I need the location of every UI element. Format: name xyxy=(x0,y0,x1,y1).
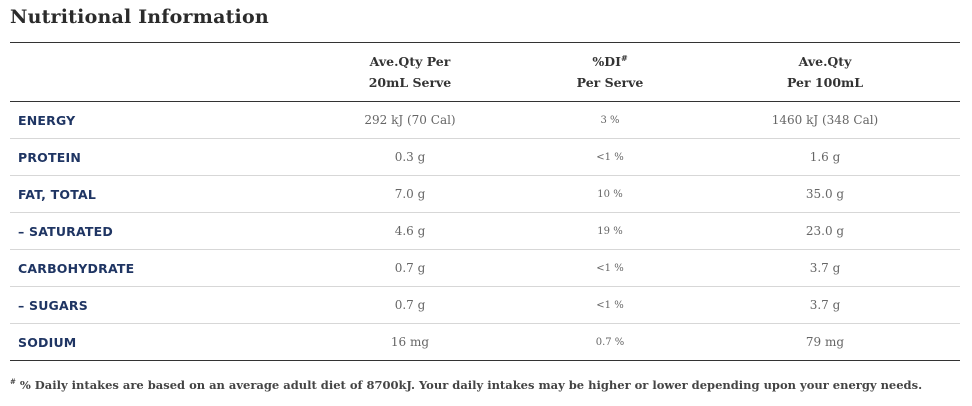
footnote-marker: # xyxy=(620,52,628,63)
table-row: PROTEIN 0.3 g <1 % 1.6 g xyxy=(10,139,960,176)
footnote: # % Daily intakes are based on an averag… xyxy=(10,377,922,392)
cell-per-serve: 0.3 g xyxy=(394,150,426,164)
page-title: Nutritional Information xyxy=(10,6,269,28)
nutrition-table: Ave.Qty Per 20mL Serve %DI# Per Serve Av… xyxy=(10,42,960,361)
cell-per-serve: 16 mg xyxy=(390,335,430,349)
header-per-serve-line1: Ave.Qty Per xyxy=(369,54,451,69)
cell-per-serve: 292 kJ (70 Cal) xyxy=(364,113,456,127)
footnote-marker: # xyxy=(10,377,16,386)
row-label: ENERGY xyxy=(18,112,76,128)
header-per-serve: Ave.Qty Per 20mL Serve xyxy=(290,51,530,93)
cell-per-serve: 7.0 g xyxy=(394,187,426,201)
cell-daily-intake: 0.7 % xyxy=(595,336,625,348)
row-label: FAT, TOTAL xyxy=(18,186,97,202)
cell-per-100ml: 23.0 g xyxy=(805,224,845,238)
cell-per-100ml: 35.0 g xyxy=(805,187,845,201)
cell-daily-intake: 10 % xyxy=(597,188,623,200)
cell-per-100ml: 3.7 g xyxy=(809,261,841,275)
footnote-text: % Daily intakes are based on an average … xyxy=(15,377,923,392)
header-per-100ml-line2: Per 100mL xyxy=(786,75,864,90)
row-label: PROTEIN xyxy=(18,149,81,165)
table-row: SODIUM 16 mg 0.7 % 79 mg xyxy=(10,324,960,360)
row-label: – SATURATED xyxy=(18,223,113,239)
cell-daily-intake: <1 % xyxy=(596,262,624,274)
table-row: CARBOHYDRATE 0.7 g <1 % 3.7 g xyxy=(10,250,960,287)
table-header-row: Ave.Qty Per 20mL Serve %DI# Per Serve Av… xyxy=(10,43,960,102)
cell-daily-intake: <1 % xyxy=(596,151,624,163)
header-per-serve-line2: 20mL Serve xyxy=(368,75,452,90)
cell-per-100ml: 1.6 g xyxy=(809,150,841,164)
cell-daily-intake: 19 % xyxy=(597,225,623,237)
header-per-100ml: Ave.Qty Per 100mL xyxy=(690,51,960,93)
table-row: – SUGARS 0.7 g <1 % 3.7 g xyxy=(10,287,960,324)
header-daily-intake-line1: %DI# xyxy=(592,52,628,69)
table-row: ENERGY 292 kJ (70 Cal) 3 % 1460 kJ (348 … xyxy=(10,102,960,139)
header-per-100ml-line1: Ave.Qty xyxy=(798,54,852,69)
cell-per-serve: 0.7 g xyxy=(394,261,426,275)
table-row: – SATURATED 4.6 g 19 % 23.0 g xyxy=(10,213,960,250)
header-daily-intake-line2: Per Serve xyxy=(576,75,644,90)
cell-per-serve: 0.7 g xyxy=(394,298,426,312)
cell-daily-intake: <1 % xyxy=(596,299,624,311)
cell-per-100ml: 79 mg xyxy=(805,335,845,349)
cell-daily-intake: 3 % xyxy=(600,114,620,126)
cell-per-100ml: 1460 kJ (348 Cal) xyxy=(771,113,879,127)
cell-per-serve: 4.6 g xyxy=(394,224,426,238)
cell-per-100ml: 3.7 g xyxy=(809,298,841,312)
row-label: – SUGARS xyxy=(18,297,88,313)
header-daily-intake: %DI# Per Serve xyxy=(530,51,690,93)
table-row: FAT, TOTAL 7.0 g 10 % 35.0 g xyxy=(10,176,960,213)
row-label: SODIUM xyxy=(18,334,77,350)
row-label: CARBOHYDRATE xyxy=(18,260,135,276)
